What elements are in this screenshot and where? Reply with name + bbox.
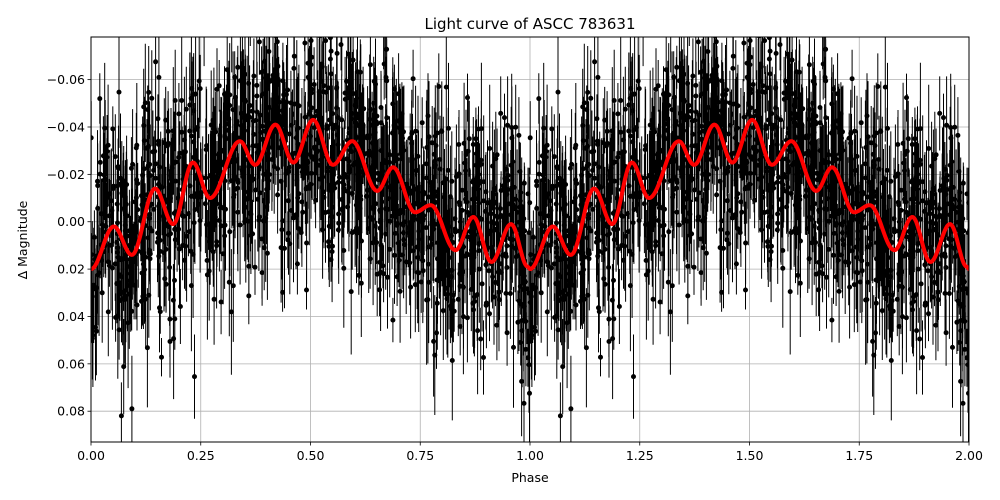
y-tick-label: 0.02 xyxy=(57,262,85,277)
x-tick-label: 0.25 xyxy=(187,448,215,463)
y-tick-label: 0.06 xyxy=(57,356,85,371)
chart-title: Light curve of ASCC 783631 xyxy=(425,15,636,33)
x-tick-label: 0.50 xyxy=(297,448,325,463)
model-fit-curve xyxy=(91,117,969,272)
y-tick-label: 0.04 xyxy=(57,309,85,324)
y-axis-ticks: −0.06 −0.04 −0.02 0.00 0.02 0.04 0.06 0.08 xyxy=(47,72,91,419)
x-tick-label: 1.75 xyxy=(845,448,873,463)
x-tick-label: 0.75 xyxy=(406,448,434,463)
x-axis-label: Phase xyxy=(511,470,549,485)
x-tick-label: 1.00 xyxy=(516,448,544,463)
observation-errorbars xyxy=(91,37,969,442)
y-tick-label: −0.06 xyxy=(47,72,85,87)
y-tick-label: 0.08 xyxy=(57,404,85,419)
y-tick-label: −0.04 xyxy=(47,120,85,135)
y-tick-label: −0.02 xyxy=(47,167,85,182)
y-axis-label: Δ Magnitude xyxy=(15,200,30,279)
x-tick-label: 1.50 xyxy=(736,448,764,463)
x-tick-label: 2.00 xyxy=(955,448,983,463)
y-tick-label: 0.00 xyxy=(57,214,85,229)
x-tick-label: 1.25 xyxy=(626,448,654,463)
x-tick-label: 0.00 xyxy=(77,448,105,463)
x-axis-ticks: 0.00 0.25 0.50 0.75 1.00 1.25 1.50 1.75 2.00 xyxy=(77,442,983,463)
